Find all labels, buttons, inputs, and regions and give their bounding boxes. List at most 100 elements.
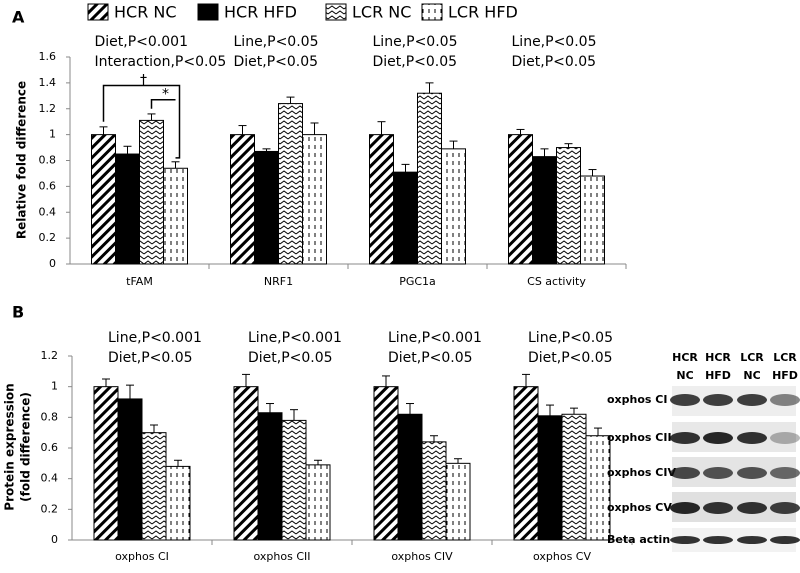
blot-band — [770, 394, 800, 406]
y-tick-label: 1.6 — [39, 50, 57, 63]
stat-text: Line,P<0.001 — [388, 330, 482, 346]
x-tick-label: tFAM — [126, 275, 153, 288]
error-bar — [123, 145, 132, 155]
blot-row-label: Beta actin — [607, 533, 670, 546]
y-tick-label: 1 — [51, 380, 58, 393]
blot-band — [770, 536, 800, 544]
error-bar — [425, 82, 434, 94]
error-bar — [174, 459, 182, 467]
x-tick-label: oxphos CV — [533, 550, 591, 563]
blot-column-label: LCR — [773, 351, 797, 364]
blot-band — [737, 536, 767, 544]
y-tick-label: 0.2 — [41, 502, 59, 515]
blot-column-label: NC — [743, 369, 760, 382]
significance-bracket — [102, 84, 181, 159]
error-bar — [126, 384, 134, 399]
bar — [139, 119, 164, 265]
x-tick-label: CS activity — [527, 275, 586, 288]
stat-text: Diet,P<0.001 — [95, 34, 188, 50]
error-bar — [314, 459, 322, 465]
error-bar — [150, 424, 158, 433]
blot-row-label: oxphos CI — [607, 393, 667, 406]
blot-band — [703, 432, 733, 444]
blot-row-label: oxphos CIV — [607, 466, 676, 479]
stat-text: Line,P<0.05 — [528, 330, 613, 346]
legend-swatch — [87, 3, 109, 21]
bar — [165, 465, 191, 541]
blot-column-label: HCR — [672, 351, 698, 364]
stat-text: Diet,P<0.05 — [234, 54, 319, 70]
y-tick-label: 0 — [49, 257, 56, 270]
stat-text: Line,P<0.001 — [248, 330, 342, 346]
y-axis-label: Relative fold difference — [15, 81, 29, 239]
annotation: † — [140, 72, 147, 88]
stat-text: Diet,P<0.05 — [373, 54, 458, 70]
blot-band — [737, 432, 767, 444]
error-bar — [310, 122, 319, 135]
bar — [369, 134, 394, 265]
error-bar — [262, 148, 271, 152]
stat-text: Line,P<0.05 — [373, 34, 458, 50]
blot-column-label: NC — [676, 369, 693, 382]
error-bar — [564, 143, 573, 148]
legend-swatch — [325, 3, 347, 21]
error-bar — [290, 409, 298, 421]
y-tick-label: 0.2 — [39, 231, 57, 244]
bar — [556, 147, 581, 265]
blot-column-label: LCR — [740, 351, 764, 364]
bar — [230, 134, 255, 265]
bar — [93, 386, 119, 541]
y-tick-label: 0 — [51, 533, 58, 546]
x-tick-label: PGC1a — [399, 275, 436, 288]
bar — [91, 134, 116, 265]
error-bar — [147, 113, 156, 121]
blot-band — [670, 394, 700, 406]
error-bar — [540, 148, 549, 157]
error-bar — [516, 128, 525, 135]
blot-band — [703, 502, 733, 514]
legend-label: LCR HFD — [448, 3, 518, 22]
blot-band — [703, 394, 733, 406]
bar — [513, 386, 539, 541]
panel-label: A — [12, 8, 25, 27]
stat-text: Interaction,P<0.05 — [95, 54, 227, 70]
bar — [302, 134, 327, 265]
error-bar — [377, 121, 386, 135]
bar — [278, 103, 303, 265]
error-bar — [102, 378, 110, 387]
y-tick-label: 0.8 — [41, 410, 59, 423]
annotation: * — [162, 87, 169, 103]
y-tick-label: 0.6 — [39, 179, 57, 192]
stat-text: Diet,P<0.05 — [248, 350, 333, 366]
y-tick-label: 0.4 — [39, 205, 57, 218]
y-tick-label: 0.6 — [41, 441, 59, 454]
bar — [141, 432, 167, 541]
bar — [508, 134, 533, 265]
blot-band — [703, 467, 733, 479]
y-tick-label: 0.8 — [39, 154, 57, 167]
error-bar — [522, 373, 530, 387]
error-bar — [401, 163, 410, 173]
error-bar — [449, 140, 458, 149]
y-tick-label: 1.2 — [41, 349, 59, 362]
error-bar — [242, 373, 250, 387]
bar — [115, 153, 140, 265]
error-bar — [286, 96, 295, 104]
stat-text: Line,P<0.05 — [512, 34, 597, 50]
stat-text: Line,P<0.05 — [234, 34, 319, 50]
stat-text: Line,P<0.001 — [108, 330, 202, 346]
bar — [305, 464, 331, 541]
bar — [397, 413, 423, 541]
bar — [421, 441, 447, 541]
bar — [393, 171, 418, 265]
legend-label: HCR NC — [114, 3, 177, 22]
blot-band — [770, 502, 800, 514]
blot-band — [670, 502, 700, 514]
x-tick-label: NRF1 — [264, 275, 293, 288]
blot-band — [770, 467, 800, 479]
error-bar — [99, 126, 108, 135]
x-tick-label: oxphos CI — [115, 550, 169, 563]
bar — [281, 419, 307, 541]
blot-band — [670, 536, 700, 544]
